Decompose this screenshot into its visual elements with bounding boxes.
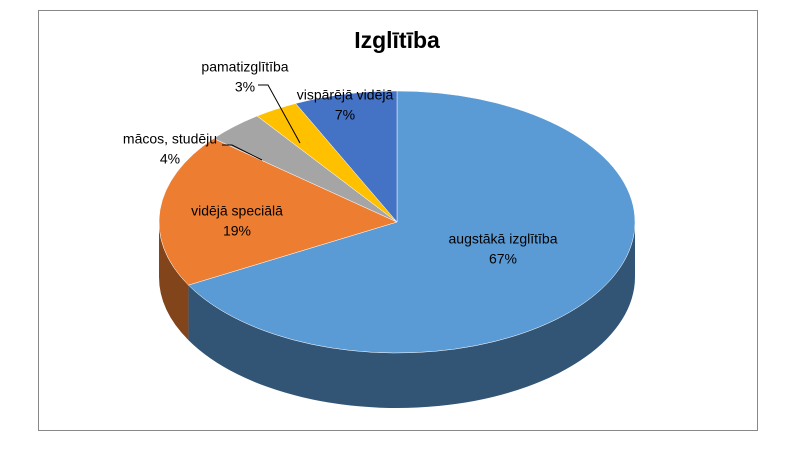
data-label-value: 4% bbox=[160, 151, 180, 167]
chart-title: Izglītība bbox=[354, 27, 440, 53]
leader-line bbox=[222, 144, 263, 161]
pie-slice bbox=[295, 90, 398, 223]
data-label-category: mācos, studēju bbox=[123, 131, 217, 147]
pie-slice bbox=[187, 90, 636, 354]
data-label-category: augstākā izglītība bbox=[449, 231, 558, 247]
data-label-category: vispārējā vidējā bbox=[297, 87, 394, 103]
pie-side bbox=[159, 222, 189, 341]
data-label-value: 3% bbox=[235, 79, 255, 95]
data-label-category: pamatizglītība bbox=[201, 59, 288, 75]
pie-slice bbox=[158, 138, 398, 286]
data-label-value: 19% bbox=[223, 223, 251, 239]
data-label-category: vidējā speciālā bbox=[191, 203, 283, 219]
data-label-value: 67% bbox=[489, 251, 517, 267]
data-label-value: 7% bbox=[335, 107, 355, 123]
leader-line bbox=[258, 84, 301, 144]
pie-side bbox=[188, 222, 635, 409]
